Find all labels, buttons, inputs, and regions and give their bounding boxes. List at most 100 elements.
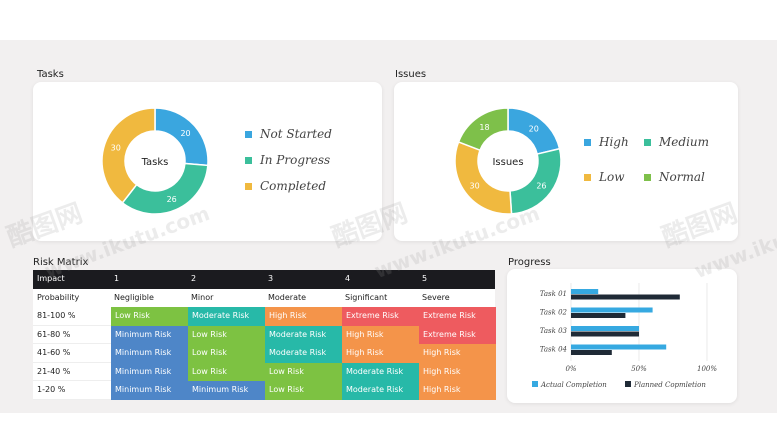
probability-label: 41-60 %: [33, 344, 111, 363]
risk-cell: High Risk: [342, 325, 419, 344]
bar-planned: [571, 313, 626, 318]
matrix-cell: Minor: [187, 288, 264, 307]
legend-label: Completed: [260, 179, 327, 193]
risk-cell: Minimum Risk: [111, 381, 188, 400]
bottom-bar: [0, 413, 777, 437]
legend-swatch: [532, 381, 538, 387]
progress-legend-label: Planned Copmletion: [633, 381, 706, 389]
legend-swatch: [584, 173, 591, 181]
risk-cell: Minimum Risk: [111, 362, 188, 381]
issues-donut-center-label: Issues: [492, 157, 523, 168]
legend-label: Medium: [659, 135, 710, 149]
progress-legend-label: Actual Completion: [540, 381, 607, 389]
tasks-legend-item: In Progress: [245, 147, 332, 173]
matrix-row: 21-40 % Minimum Risk Low Risk Low Risk Moder…: [33, 362, 496, 381]
matrix-cell: 3: [264, 270, 341, 289]
matrix-cell: Probability: [33, 288, 110, 307]
risk-cell: Low Risk: [265, 381, 342, 400]
issues-donut-chart: 20 26 30 18 Issues: [454, 107, 562, 215]
matrix-cell: Negligible: [110, 288, 187, 307]
risk-cell: Moderate Risk: [342, 381, 419, 400]
tasks-title: Tasks: [37, 69, 64, 80]
legend-label: In Progress: [260, 153, 331, 167]
progress-bar-chart: 0% 50% 100% Task 01 Task 02 Task 03 Task 04 Act…: [532, 283, 717, 389]
progress-card: 0% 50% 100% Task 01 Task 02 Task 03 Task 04 Act…: [507, 269, 737, 403]
progress-title: Progress: [508, 257, 551, 268]
risk-cell: Moderate Risk: [265, 344, 342, 363]
risk-cell: High Risk: [265, 307, 342, 326]
risk-cell: Moderate Risk: [188, 307, 265, 326]
x-tick-label: 50%: [631, 365, 647, 373]
tasks-legend-item: Not Started: [245, 121, 332, 147]
matrix-cell: Significant: [341, 288, 418, 307]
probability-label: 21-40 %: [33, 362, 111, 381]
donut-center: [128, 134, 182, 188]
bar-actual: [571, 344, 667, 350]
category-label: Task 01: [540, 290, 567, 298]
top-bar: [0, 0, 777, 40]
tasks-donut-slice-2: [101, 107, 156, 204]
legend-swatch: [245, 156, 252, 164]
risk-cell: Extreme Risk: [342, 307, 419, 326]
matrix-row: Impact 1 2 3 4 5: [33, 270, 496, 289]
risk-cell: Minimum Risk: [111, 325, 188, 344]
tasks-donut-value-label: 26: [167, 195, 177, 204]
matrix-cell: Severe: [418, 288, 495, 307]
risk-matrix-title: Risk Matrix: [33, 257, 89, 268]
risk-cell: Low Risk: [188, 325, 265, 344]
category-label: Task 03: [540, 327, 568, 335]
legend-swatch: [245, 182, 252, 190]
risk-cell: Moderate Risk: [265, 325, 342, 344]
issues-donut-value-label: 20: [529, 124, 539, 133]
issues-legend-item: Low: [584, 170, 624, 184]
bar-planned: [571, 294, 680, 300]
tasks-donut-chart: 20 26 30 Tasks: [101, 107, 209, 215]
issues-legend-item: High: [584, 135, 629, 149]
bar-actual: [571, 289, 599, 294]
matrix-cell: 5: [418, 270, 495, 289]
tasks-legend-item: Completed: [245, 173, 332, 199]
legend-label: High: [599, 135, 629, 149]
matrix-row: 61-80 % Minimum Risk Low Risk Moderate Risk…: [33, 325, 496, 344]
issues-legend-item: Normal: [644, 170, 705, 184]
category-label: Task 04: [540, 346, 567, 354]
risk-cell: Low Risk: [188, 362, 265, 381]
risk-cell: High Risk: [342, 344, 419, 363]
risk-cell: High Risk: [419, 344, 496, 363]
legend-swatch: [644, 173, 651, 181]
legend-swatch: [625, 381, 631, 387]
matrix-cell: 2: [187, 270, 264, 289]
tasks-card: 20 26 30 Tasks Not Started In Progress Comple…: [33, 82, 382, 241]
tasks-donut-value-label: 20: [180, 129, 190, 138]
legend-label: Not Started: [260, 127, 332, 141]
x-tick-label: 0%: [565, 365, 576, 373]
matrix-row: 1-20 % Minimum Risk Minimum Risk Low Risk Mo…: [33, 381, 496, 400]
risk-matrix-table: Impact 1 2 3 4 5 Probability Negligible Minor Mod…: [33, 270, 496, 400]
legend-swatch: [245, 130, 252, 138]
matrix-cell: 1: [110, 270, 187, 289]
issues-donut-slice-3: [457, 107, 509, 152]
risk-cell: Low Risk: [111, 307, 188, 326]
tasks-donut-center-label: Tasks: [141, 157, 169, 168]
issues-card: 20 26 30 18 Issues High Medium Low Normal: [394, 82, 738, 241]
risk-cell: High Risk: [419, 362, 496, 381]
tasks-legend: Not Started In Progress Completed: [245, 121, 332, 199]
matrix-row: Probability Negligible Minor Moderate Signif…: [33, 288, 496, 307]
risk-cell: Low Risk: [188, 344, 265, 363]
matrix-cell: Impact: [33, 270, 110, 289]
bar-actual: [571, 307, 653, 313]
risk-cell: Minimum Risk: [111, 344, 188, 363]
legend-swatch: [644, 138, 651, 146]
risk-cell: Low Risk: [265, 362, 342, 381]
probability-label: 1-20 %: [33, 381, 111, 400]
category-label: Task 02: [540, 309, 568, 317]
x-tick-label: 100%: [697, 365, 717, 373]
probability-label: 81-100 %: [33, 307, 111, 326]
issues-donut-value-label: 18: [479, 123, 489, 132]
risk-cell: High Risk: [419, 381, 496, 400]
legend-swatch: [584, 138, 591, 146]
issues-legend-item: Medium: [644, 135, 709, 149]
issues-donut-value-label: 30: [469, 182, 479, 191]
risk-cell: Extreme Risk: [419, 325, 496, 344]
matrix-cell: Moderate: [264, 288, 341, 307]
